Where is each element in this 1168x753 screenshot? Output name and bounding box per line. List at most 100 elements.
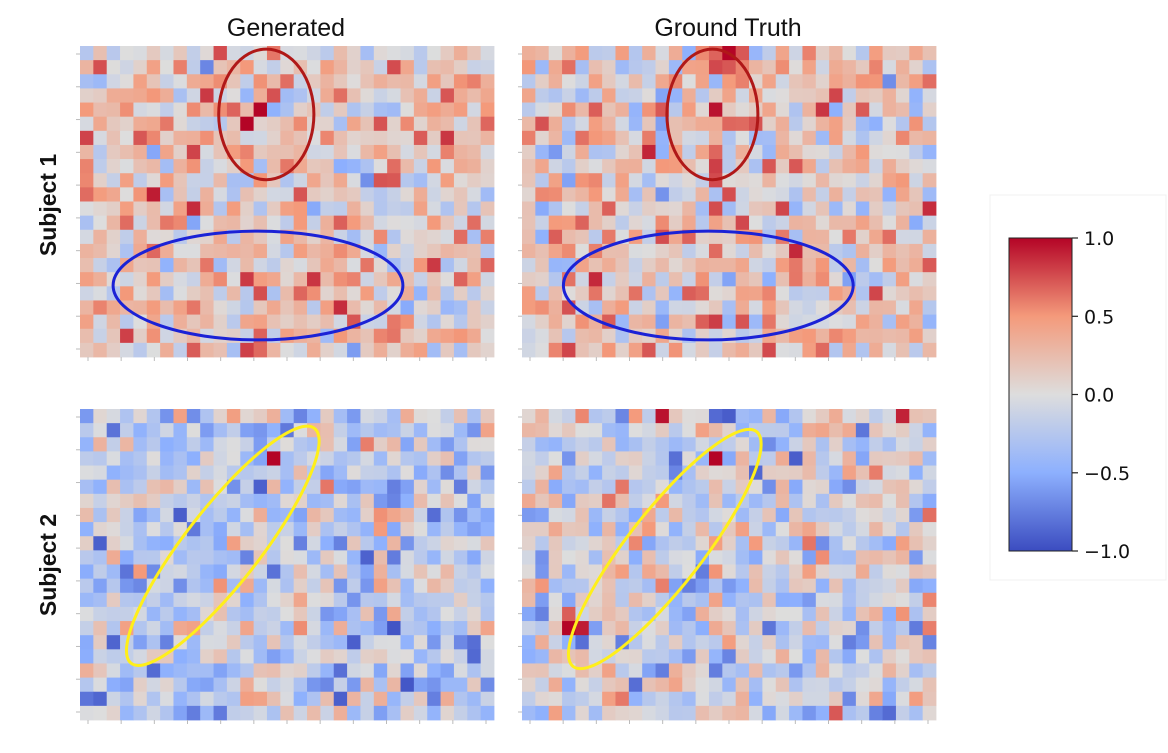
heatmap-cell — [695, 102, 710, 118]
heatmap-cell — [842, 409, 857, 424]
heatmap-cell — [133, 286, 148, 301]
heatmap-cell — [855, 46, 870, 61]
heatmap-cell — [642, 578, 656, 594]
heatmap-cell — [213, 258, 228, 273]
heatmap-cell — [562, 314, 576, 330]
heatmap-cell — [655, 423, 670, 438]
heatmap-cell — [642, 691, 656, 707]
heatmap-cell — [642, 46, 656, 61]
heatmap-cell — [735, 507, 750, 523]
heatmap-cell — [909, 60, 924, 75]
heatmap-cell — [895, 159, 910, 174]
heatmap-cell — [186, 691, 201, 707]
heatmap-cell — [922, 314, 937, 330]
heatmap-cell — [789, 437, 803, 452]
heatmap-cell — [120, 536, 134, 551]
heatmap-cell — [307, 272, 321, 287]
heatmap-cell — [173, 691, 188, 707]
heatmap-cell — [440, 74, 455, 89]
heatmap-cell — [922, 606, 937, 622]
heatmap-cell — [708, 144, 723, 160]
heatmap-cell — [226, 465, 241, 481]
heatmap-cell — [333, 88, 348, 103]
heatmap-cell — [93, 102, 108, 118]
heatmap-cell — [722, 300, 737, 315]
heatmap-cell — [427, 578, 441, 594]
heatmap-cell — [682, 493, 697, 509]
heatmap-cell — [655, 621, 670, 636]
heatmap-cell — [789, 451, 803, 466]
heatmap-cell — [909, 691, 924, 707]
heatmap-cell — [895, 243, 910, 259]
heatmap-cell — [293, 173, 308, 188]
heatmap-cell — [200, 635, 214, 650]
heatmap-cell — [762, 451, 777, 466]
heatmap-cell — [280, 60, 295, 75]
heatmap-cell — [642, 522, 656, 537]
heatmap-cell — [453, 201, 468, 217]
heatmap-cell — [347, 423, 361, 438]
heatmap-cell — [829, 423, 843, 438]
heatmap-cell — [93, 144, 108, 160]
heatmap-cell — [266, 243, 281, 259]
heatmap-cell — [440, 229, 455, 245]
heatmap-cell — [869, 423, 883, 438]
heatmap-cell — [253, 229, 268, 245]
heatmap-cell — [333, 300, 348, 315]
heatmap-cell — [160, 60, 174, 75]
heatmap-cell — [815, 286, 830, 301]
heatmap-cell — [333, 564, 348, 580]
heatmap-cell — [467, 159, 482, 174]
heatmap-cell — [347, 46, 361, 61]
heatmap-cell — [467, 328, 482, 344]
heatmap-cell — [106, 522, 121, 537]
heatmap-cell — [453, 536, 468, 551]
heatmap-cell — [293, 705, 308, 721]
heatmap-cell — [628, 187, 643, 202]
heatmap-cell — [387, 173, 401, 188]
heatmap-cell — [213, 286, 228, 301]
heatmap-cell — [413, 705, 428, 721]
heatmap-cell — [106, 144, 121, 160]
heatmap-cell — [602, 229, 616, 245]
heatmap-cell — [588, 479, 603, 495]
heatmap-cell — [535, 60, 550, 75]
heatmap-cell — [762, 102, 777, 118]
heatmap-cell — [480, 173, 495, 188]
heatmap-cell — [895, 507, 910, 523]
heatmap-cell — [133, 705, 148, 721]
heatmap-cell — [453, 522, 468, 537]
heatmap-cell — [855, 173, 870, 188]
heatmap-cell — [347, 201, 361, 217]
heatmap-cell — [909, 173, 924, 188]
heatmap-cell — [829, 550, 843, 565]
heatmap-cell — [548, 409, 563, 424]
heatmap-cell — [749, 258, 763, 273]
heatmap-cell — [213, 159, 228, 174]
heatmap-cell — [802, 621, 817, 636]
heatmap-cell — [373, 578, 388, 594]
heatmap-cell — [453, 479, 468, 495]
heatmap-cell — [253, 592, 268, 608]
heatmap-cell — [575, 479, 590, 495]
heatmap-cell — [347, 437, 361, 452]
heatmap-cell — [293, 300, 308, 315]
heatmap-cell — [869, 663, 883, 678]
heatmap-cell — [869, 522, 883, 537]
heatmap-cell — [749, 314, 763, 330]
heatmap-cell — [882, 691, 897, 707]
heatmap-cell — [80, 592, 94, 608]
heatmap-cell — [360, 606, 375, 622]
heatmap-cell — [815, 592, 830, 608]
heatmap-cell — [480, 621, 495, 636]
heatmap-cell — [307, 479, 321, 495]
heatmap-cell — [722, 578, 737, 594]
heatmap-cell — [93, 437, 108, 452]
heatmap-cell — [266, 102, 281, 118]
heatmap-cell — [200, 691, 214, 707]
heatmap-cell — [562, 409, 576, 424]
heatmap-cell — [802, 328, 817, 344]
heatmap-cell — [855, 102, 870, 118]
heatmap-cell — [522, 479, 536, 495]
heatmap-cell — [373, 272, 388, 287]
